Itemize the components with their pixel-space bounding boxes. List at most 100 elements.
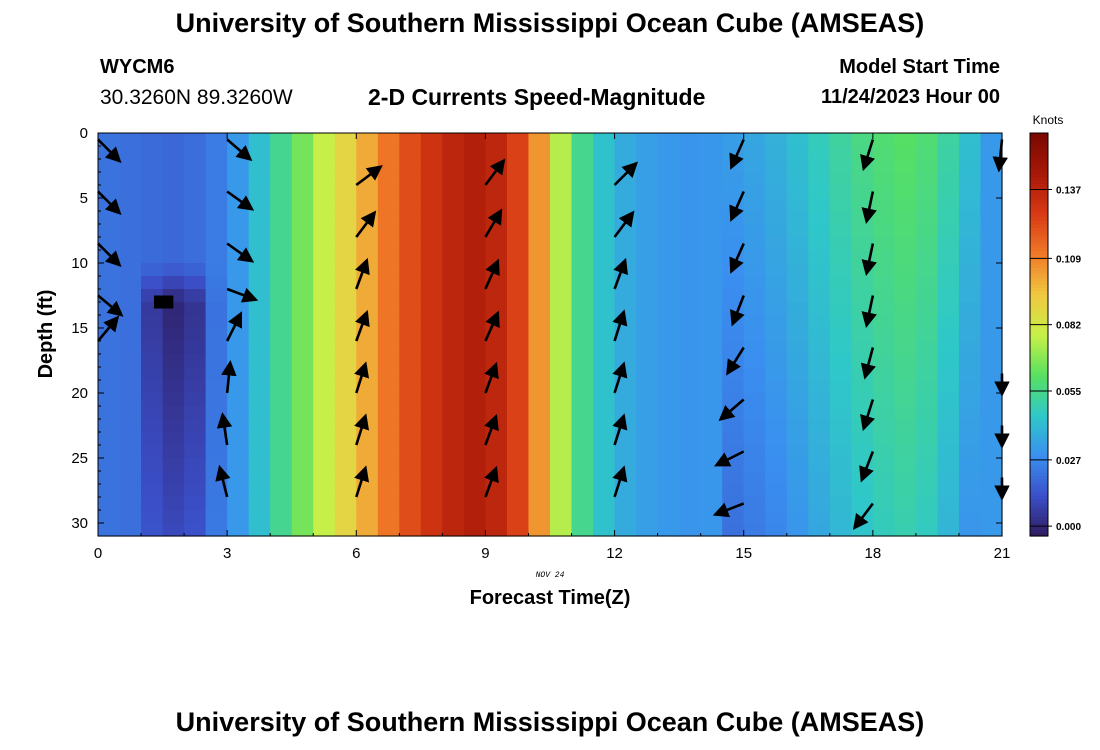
heatmap-cell	[894, 523, 917, 537]
heatmap-cell	[506, 185, 530, 199]
heatmap-cell	[894, 367, 917, 381]
heatmap-cell	[463, 263, 487, 277]
heatmap-cell	[463, 289, 487, 303]
heatmap-cell	[593, 458, 616, 472]
heatmap-cell	[636, 185, 659, 199]
heatmap-cell	[184, 419, 207, 433]
heatmap-cell	[420, 185, 443, 199]
heatmap-cell	[291, 302, 314, 316]
heatmap-cell	[141, 250, 164, 264]
heatmap-cell	[399, 471, 422, 485]
heatmap-cell	[313, 406, 336, 420]
heatmap-cell	[765, 211, 788, 225]
heatmap-cell	[679, 263, 702, 277]
heatmap-cell	[291, 328, 314, 342]
heatmap-cell	[743, 458, 766, 472]
heatmap-cell	[765, 341, 788, 355]
heatmap-cell	[894, 393, 917, 407]
heatmap-cell	[786, 471, 809, 485]
heatmap-cell	[119, 159, 142, 173]
heatmap-cell	[248, 185, 271, 199]
heatmap-cell	[313, 471, 336, 485]
heatmap-cell	[227, 185, 250, 199]
heatmap-cell	[593, 237, 616, 251]
heatmap-cell	[463, 159, 487, 173]
heatmap-cell	[334, 406, 357, 420]
heatmap-cell	[377, 393, 400, 407]
heatmap-cell	[679, 211, 702, 225]
heatmap-cell	[420, 445, 443, 459]
heatmap-cell	[851, 211, 874, 225]
heatmap-cell	[679, 367, 702, 381]
heatmap-cell	[808, 419, 831, 433]
heatmap-cell	[829, 172, 852, 186]
heatmap-cells	[98, 133, 1003, 537]
heatmap-cell	[162, 159, 185, 173]
heatmap-cell	[205, 367, 228, 381]
heatmap-cell	[119, 445, 142, 459]
heatmap-cell	[937, 341, 960, 355]
heatmap-cell	[679, 484, 702, 498]
colorbar-segment	[1030, 253, 1048, 258]
heatmap-cell	[636, 276, 659, 290]
x-tick-label: 3	[223, 545, 231, 562]
heatmap-cell	[141, 159, 164, 173]
heatmap-cell	[506, 497, 530, 511]
heatmap-cell	[442, 276, 465, 290]
heatmap-cell	[334, 393, 357, 407]
colorbar-segment	[1030, 274, 1048, 279]
heatmap-cell	[915, 471, 939, 485]
colorbar-segment	[1030, 270, 1048, 275]
heatmap-cell	[958, 159, 982, 173]
heatmap-cell	[463, 484, 487, 498]
heatmap-cell	[722, 510, 745, 524]
colorbar-tick-label: 0.082	[1056, 321, 1081, 332]
heatmap-cell	[119, 237, 142, 251]
heatmap-cell	[399, 497, 422, 511]
heatmap-cell	[937, 224, 960, 238]
heatmap-cell	[980, 432, 1003, 446]
heatmap-cell	[420, 523, 443, 537]
x-axis-label: Forecast Time(Z)	[470, 587, 631, 609]
heatmap-cell	[377, 315, 400, 329]
heatmap-cell	[313, 302, 336, 316]
colorbar-segment	[1030, 351, 1048, 356]
heatmap-cell	[313, 211, 336, 225]
heatmap-cell	[872, 172, 895, 186]
heatmap-cell	[980, 146, 1003, 160]
heatmap-cell	[614, 523, 637, 537]
heatmap-cell	[571, 211, 594, 225]
heatmap-cell	[958, 484, 982, 498]
current-vector	[730, 295, 745, 327]
current-vector	[712, 502, 745, 518]
heatmap-cell	[872, 198, 895, 212]
heatmap-cell	[550, 198, 573, 212]
heatmap-cell	[463, 185, 487, 199]
heatmap-cell	[786, 250, 809, 264]
heatmap-cell	[442, 523, 465, 537]
heatmap-cell	[399, 302, 422, 316]
heatmap-cell	[399, 419, 422, 433]
heatmap-cell	[614, 497, 637, 511]
heatmap-cell	[808, 237, 831, 251]
heatmap-cell	[291, 445, 314, 459]
heatmap-cell	[162, 432, 185, 446]
heatmap-cell	[141, 471, 164, 485]
heatmap-cell	[808, 445, 831, 459]
heatmap-cell	[162, 250, 185, 264]
heatmap-cell	[313, 328, 336, 342]
current-vector	[354, 413, 370, 446]
current-vector	[355, 309, 370, 342]
heatmap-cell	[743, 172, 766, 186]
heatmap-cell	[829, 146, 852, 160]
heatmap-cell	[937, 276, 960, 290]
heatmap-cell	[614, 328, 637, 342]
heatmap-cell	[420, 419, 443, 433]
heatmap-cell	[915, 276, 939, 290]
heatmap-cell	[958, 263, 982, 277]
colorbar-segment	[1030, 368, 1048, 373]
colorbar-tick-label: 0.055	[1056, 387, 1081, 398]
heatmap-cell	[184, 380, 207, 394]
heatmap-cell	[593, 276, 616, 290]
heatmap-cell	[980, 419, 1003, 433]
